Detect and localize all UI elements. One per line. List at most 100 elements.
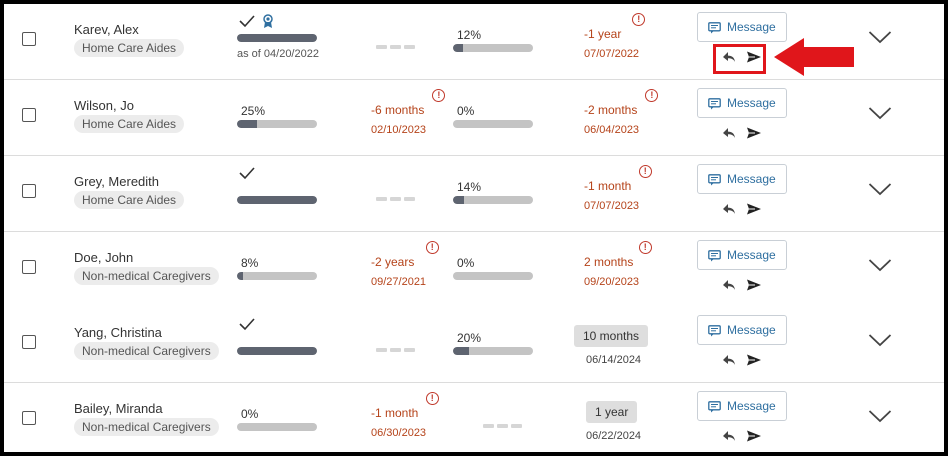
relative-due: -1 month (371, 406, 419, 420)
relative-due: -2 months (584, 103, 638, 117)
dash (511, 424, 522, 428)
progress-bar (453, 347, 533, 355)
row-checkbox[interactable] (22, 260, 36, 274)
send-icon[interactable] (746, 126, 762, 140)
progress-fill (453, 347, 469, 355)
row-checkbox[interactable] (22, 108, 36, 122)
progress-bar (237, 423, 317, 431)
row-checkbox[interactable] (22, 411, 36, 425)
progress-bar (453, 272, 533, 280)
role-badge: Non-medical Caregivers (74, 342, 219, 360)
dash (497, 424, 508, 428)
chevron-down-icon[interactable] (868, 333, 892, 347)
message-button[interactable]: Message (697, 164, 787, 194)
caregiver-name[interactable]: Karev, Alex (74, 22, 139, 37)
dash (404, 197, 415, 201)
reply-icon[interactable] (721, 50, 737, 64)
progress-percent: 0% (457, 256, 475, 270)
caregiver-name[interactable]: Bailey, Miranda (74, 401, 163, 416)
progress-percent: 20% (457, 331, 482, 345)
alert-circle-icon: ! (638, 165, 652, 178)
progress-bar (237, 120, 317, 128)
caregiver-name[interactable]: Yang, Christina (74, 325, 162, 340)
progress-bar (237, 272, 317, 280)
progress-bar (453, 120, 533, 128)
alert-circle-icon: ! (638, 241, 652, 254)
send-icon[interactable] (746, 353, 762, 367)
message-icon (708, 324, 721, 336)
progress-bar (453, 196, 533, 204)
role-badge: Home Care Aides (74, 39, 185, 57)
due-date: 06/04/2023 (584, 124, 640, 136)
message-button[interactable]: Message (697, 88, 787, 118)
relative-due: -2 years (371, 255, 415, 269)
progress-percent: 25% (241, 104, 266, 118)
send-icon[interactable] (746, 429, 762, 443)
caregiver-name[interactable]: Grey, Meredith (74, 174, 160, 189)
send-icon[interactable] (746, 278, 762, 292)
chevron-down-icon[interactable] (868, 258, 892, 272)
chevron-down-icon[interactable] (868, 106, 892, 120)
check-icon (239, 166, 255, 183)
message-label: Message (727, 96, 776, 110)
caregiver-name[interactable]: Wilson, Jo (74, 98, 134, 113)
message-icon (708, 21, 721, 33)
relative-due: -1 year (584, 27, 622, 41)
dash (376, 197, 387, 201)
message-icon (708, 173, 721, 185)
row-checkbox[interactable] (22, 335, 36, 349)
send-icon[interactable] (746, 202, 762, 216)
alert-circle-icon: ! (432, 89, 446, 102)
chevron-down-icon[interactable] (868, 409, 892, 423)
highlight-box (713, 44, 766, 74)
due-date: 02/10/2023 (371, 124, 427, 136)
due-date: 09/27/2021 (371, 276, 427, 288)
dash (483, 424, 494, 428)
message-button[interactable]: Message (697, 315, 787, 345)
table-row: Bailey, Miranda Non-medical Caregivers 0% -… (4, 383, 944, 452)
message-button[interactable]: Message (697, 240, 787, 270)
reply-icon[interactable] (721, 202, 737, 216)
progress-bar (237, 347, 317, 355)
role-badge: Home Care Aides (74, 115, 185, 133)
due-chip: 1 year (586, 401, 638, 423)
progress-fill (453, 44, 463, 52)
dash (376, 348, 387, 352)
message-button[interactable]: Message (697, 12, 787, 42)
message-label: Message (727, 20, 776, 34)
progress-percent: 0% (241, 407, 259, 421)
completion-date: as of 04/20/2022 (237, 48, 319, 60)
chevron-down-icon[interactable] (868, 182, 892, 196)
alert-circle-icon: ! (425, 241, 439, 254)
chevron-down-icon[interactable] (868, 30, 892, 44)
alert-circle-icon: ! (425, 392, 439, 405)
table-row: Wilson, Jo Home Care Aides 25% -6 months! 02… (4, 80, 944, 156)
due-date: 09/20/2023 (584, 276, 640, 288)
progress-percent: 14% (457, 180, 482, 194)
message-button[interactable]: Message (697, 391, 787, 421)
row-checkbox[interactable] (22, 32, 36, 46)
progress-percent: 8% (241, 256, 259, 270)
message-label: Message (727, 399, 776, 413)
progress-fill (237, 34, 317, 42)
caregiver-name[interactable]: Doe, John (74, 250, 134, 265)
table-row: Yang, Christina Non-medical Caregivers 20%… (4, 307, 944, 383)
reply-icon[interactable] (721, 278, 737, 292)
progress-bar (453, 44, 533, 52)
dash (390, 348, 401, 352)
reply-icon[interactable] (721, 429, 737, 443)
send-icon[interactable] (746, 50, 762, 64)
row-checkbox[interactable] (22, 184, 36, 198)
dash (404, 45, 415, 49)
alert-circle-icon: ! (632, 13, 646, 26)
empty-placeholder (376, 197, 415, 201)
role-badge: Home Care Aides (74, 191, 185, 209)
red-arrow-annotation (772, 36, 856, 83)
reply-icon[interactable] (721, 353, 737, 367)
due-chip: 10 months (574, 325, 649, 347)
check-icon (239, 317, 255, 334)
check-icon (239, 14, 255, 31)
caregiver-table: Karev, Alex Home Care Aides as of 04/20/20… (4, 4, 944, 452)
table-row: Grey, Meredith Home Care Aides 14% -1 month… (4, 156, 944, 232)
reply-icon[interactable] (721, 126, 737, 140)
